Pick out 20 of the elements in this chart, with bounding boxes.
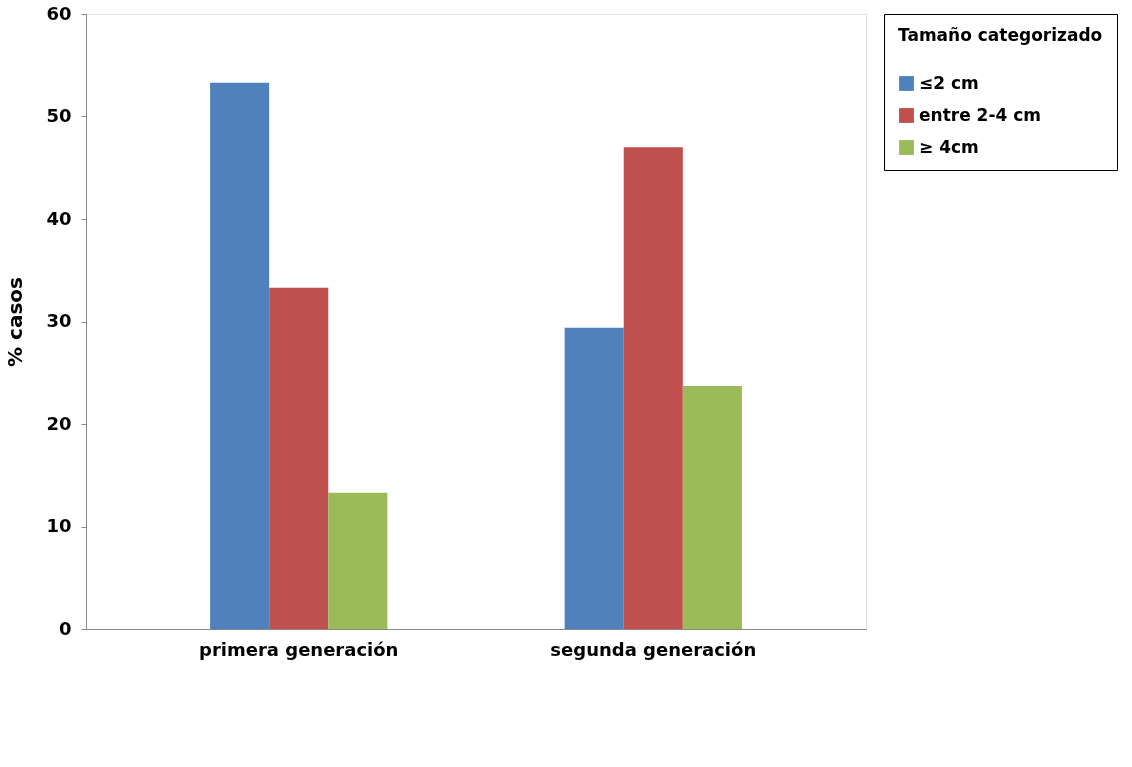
legend-label: ≥ 4cm xyxy=(919,136,979,157)
y-tick-label: 60 xyxy=(46,2,72,24)
bar xyxy=(564,327,624,629)
y-tick-label: 10 xyxy=(46,515,72,536)
legend-label: ≤2 cm xyxy=(919,72,979,93)
bar xyxy=(269,287,329,629)
bar xyxy=(623,147,683,629)
y-tick-label: 0 xyxy=(58,617,72,639)
bar xyxy=(210,82,270,629)
x-tick-label: segunda generación xyxy=(550,638,757,660)
bar xyxy=(328,492,388,629)
y-tick-label: 50 xyxy=(46,105,72,126)
y-axis-title: % casos xyxy=(3,277,28,367)
bar xyxy=(682,386,742,629)
y-tick-label: 30 xyxy=(46,310,72,331)
y-tick-label: 40 xyxy=(46,207,72,229)
legend-label: entre 2-4 cm xyxy=(919,104,1042,125)
legend-title: Tamaño categorizado xyxy=(898,25,1103,45)
x-tick-label: primera generación xyxy=(199,638,399,660)
y-tick-label: 20 xyxy=(46,412,72,434)
